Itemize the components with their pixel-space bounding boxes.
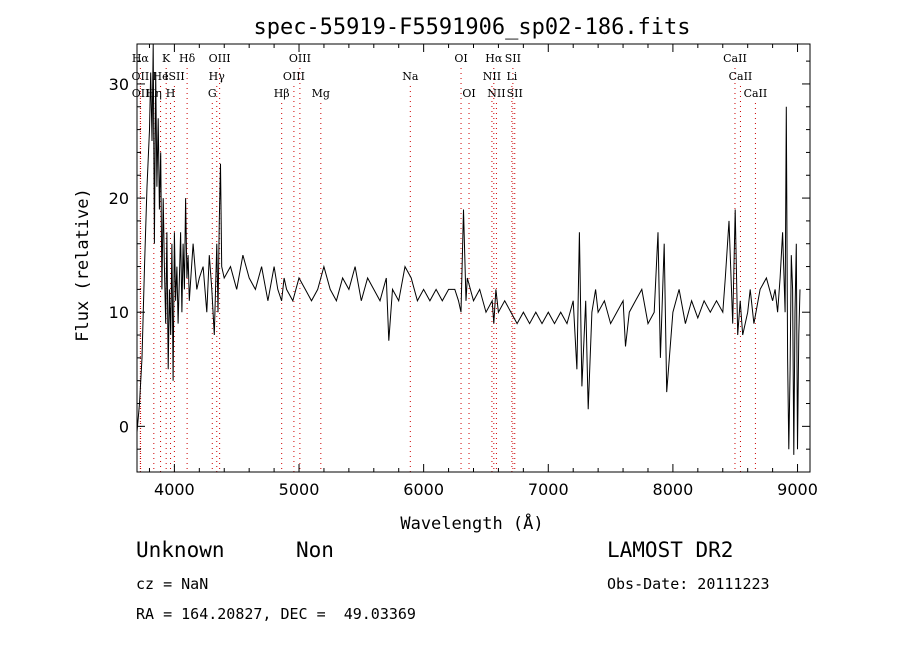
line-marker-label: SII (505, 52, 521, 65)
line-marker-label: OII (132, 87, 150, 100)
line-marker-label: Mg (312, 87, 330, 100)
object-class: Unknown (136, 538, 225, 562)
line-marker-label: He (153, 70, 169, 83)
x-tick-label: 5000 (279, 480, 320, 499)
line-marker-label: CaII (744, 87, 768, 100)
line-marker-label: OIII (209, 52, 231, 65)
y-tick-label: 10 (109, 303, 129, 322)
line-marker-label: Hα (132, 52, 150, 65)
y-tick-label: 20 (109, 189, 129, 208)
line-marker-label: Hγ (209, 70, 226, 83)
x-tick-label: 4000 (154, 480, 195, 499)
object-subclass: Non (296, 538, 334, 562)
line-marker-label: OIII (289, 52, 311, 65)
y-tick-label: 0 (119, 417, 129, 436)
line-marker-label: Hδ (179, 52, 196, 65)
line-marker-label: K (162, 52, 171, 65)
line-marker-label: Hβ (274, 87, 290, 100)
line-marker-label: NII (483, 70, 501, 83)
line-marker-label: Li (506, 70, 517, 83)
line-marker-label: NII (487, 87, 505, 100)
x-tick-label: 6000 (403, 480, 444, 499)
x-tick-label: 7000 (528, 480, 569, 499)
line-marker-label: G (208, 87, 217, 100)
line-marker-label: ISII (164, 70, 185, 83)
sky-coordinates: RA = 164.20827, DEC = 49.03369 (136, 605, 416, 623)
y-axis-ticks: 0 10 20 30 (109, 60, 810, 450)
y-tick-label: 30 (109, 75, 129, 94)
observation-date: Obs-Date: 20111223 (607, 575, 770, 593)
line-marker-label: OIII (283, 70, 305, 83)
plot-frame (136, 43, 811, 473)
line-marker-label: OII (132, 70, 150, 83)
line-marker-label: OI (462, 87, 475, 100)
x-tick-label: 9000 (777, 480, 818, 499)
line-marker-label: SII (507, 87, 523, 100)
line-marker-label: OI (454, 52, 467, 65)
line-marker-label: H (166, 87, 176, 100)
line-marker-label: CaII (723, 52, 747, 65)
chart-title: spec-55919-F5591906_sp02-186.fits (253, 15, 690, 40)
x-axis-ticks: 4000 5000 6000 7000 8000 9000 (148, 44, 818, 499)
x-axis-label: Wavelength (Å) (400, 512, 543, 534)
spectrum-line (136, 43, 801, 455)
line-marker-label: Hα (485, 52, 503, 65)
y-axis-label: Flux (relative) (73, 188, 93, 342)
survey-name: LAMOST DR2 (607, 538, 734, 562)
line-marker-label: CaII (729, 70, 753, 83)
line-marker-label: Na (402, 70, 419, 83)
redshift-cz: cz = NaN (136, 575, 209, 593)
x-tick-label: 8000 (653, 480, 694, 499)
